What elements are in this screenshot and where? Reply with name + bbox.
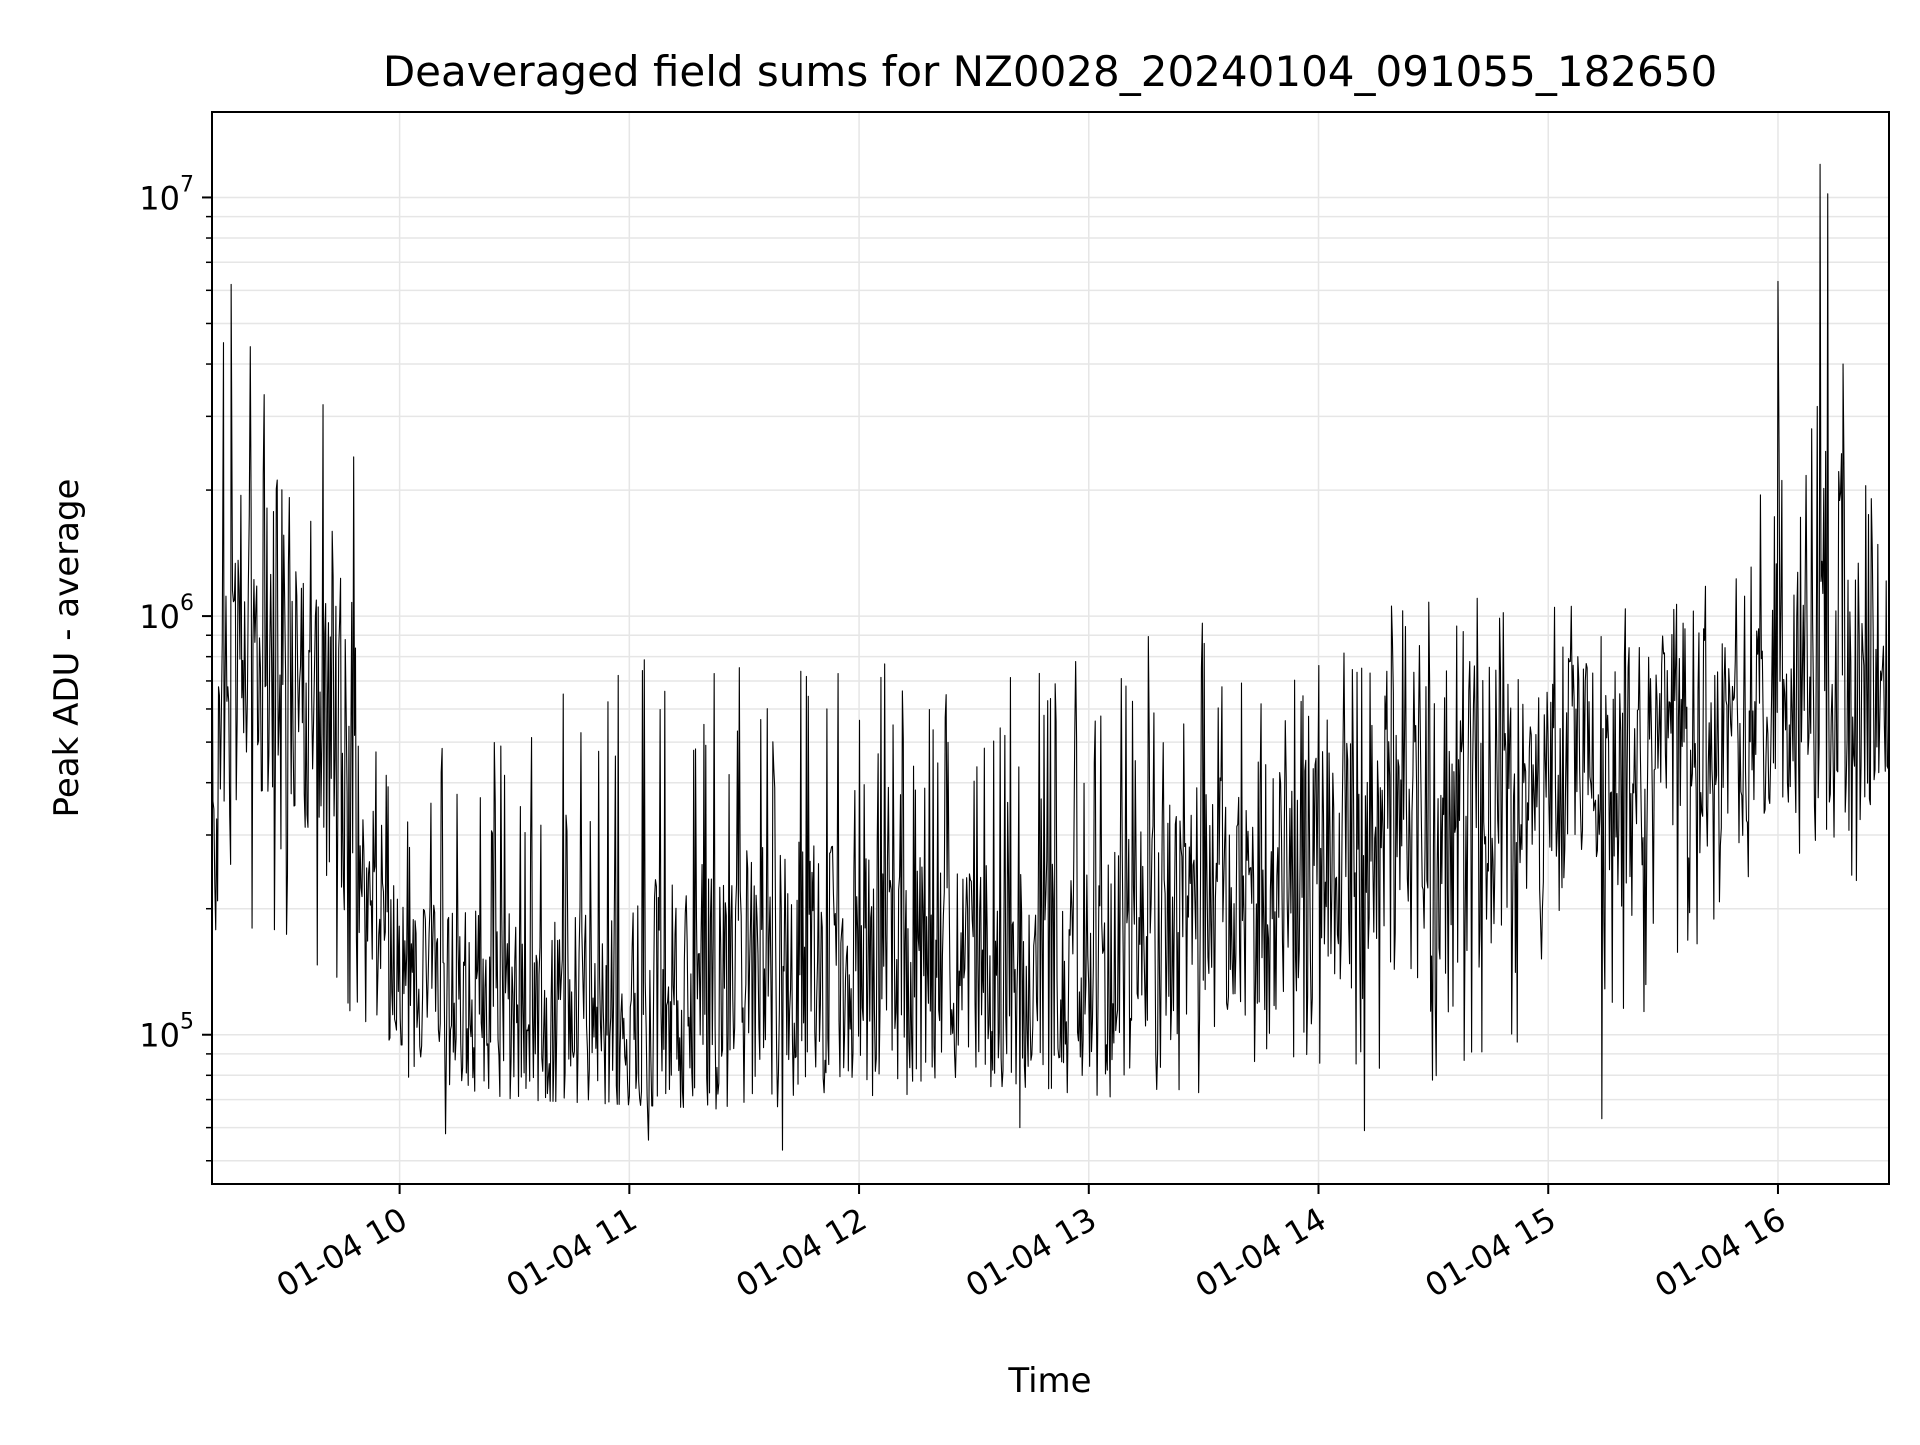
plot-frame xyxy=(211,111,1890,1185)
series-line xyxy=(211,163,1890,1151)
y-tick-base: 10 xyxy=(139,1017,180,1055)
y-tick-exponent: 7 xyxy=(180,172,194,197)
y-tick-exponent: 6 xyxy=(180,591,194,616)
y-tick-label: 106 xyxy=(139,591,194,636)
y-tick-base: 10 xyxy=(139,598,180,636)
y-tick-base: 10 xyxy=(139,179,180,217)
data-layer xyxy=(211,163,1890,1151)
y-tick-label: 107 xyxy=(139,172,194,217)
y-tick-exponent: 5 xyxy=(180,1010,194,1035)
y-axis-label: Peak ADU - average xyxy=(47,479,87,818)
y-tick-label: 105 xyxy=(139,1010,194,1055)
x-axis-label: Time xyxy=(1007,1361,1091,1401)
chart-title: Deaveraged field sums for NZ0028_2024010… xyxy=(383,47,1717,96)
